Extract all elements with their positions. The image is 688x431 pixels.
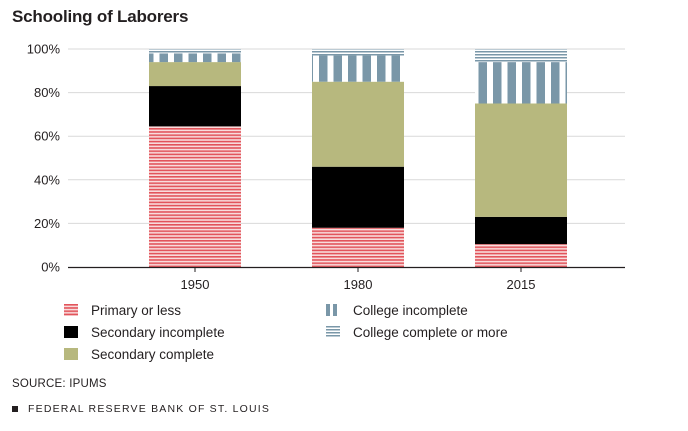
- bar-segment: [312, 166, 404, 228]
- footer-square-icon: [12, 406, 18, 412]
- x-tick-label: 1950: [181, 277, 210, 292]
- source-note: SOURCE: IPUMS: [12, 378, 107, 390]
- legend-swatch-college-incomplete: [326, 304, 340, 316]
- bar-segment: [475, 49, 567, 63]
- legend: Primary or less Secondary incomplete Sec…: [64, 300, 684, 370]
- y-tick-label: 0%: [41, 260, 60, 275]
- axes: 0% 20% 40% 60% 80% 100% 1950 1980 2015: [27, 42, 625, 292]
- legend-swatch-secondary-incomplete: [64, 326, 78, 338]
- chart-title: Schooling of Laborers: [12, 7, 189, 26]
- legend-label-secondary-complete: Secondary complete: [91, 346, 215, 362]
- footer-text: FEDERAL RESERVE BANK OF ST. LOUIS: [28, 403, 271, 415]
- legend-label-college-incomplete: College incomplete: [353, 302, 468, 318]
- x-tick-label: 1980: [344, 277, 373, 292]
- legend-label-college-complete: College complete or more: [353, 324, 508, 340]
- y-tick-label: 80%: [34, 85, 60, 100]
- y-tick-label: 20%: [34, 216, 60, 231]
- y-tick-label: 40%: [34, 172, 60, 187]
- bar-segment: [475, 216, 567, 245]
- legend-item-secondary-complete: Secondary complete: [64, 344, 214, 364]
- legend-item-secondary-incomplete: Secondary incomplete: [64, 322, 225, 342]
- bar-segment: [149, 49, 241, 54]
- bar-chart: 0% 20% 40% 60% 80% 100% 1950 1980 2015: [27, 42, 625, 292]
- legend-item-primary: Primary or less: [64, 300, 181, 320]
- legend-swatch-primary: [64, 304, 78, 316]
- bar-segment: [312, 49, 404, 56]
- bar-segment: [475, 244, 567, 267]
- bar-segment: [312, 55, 404, 82]
- bar-segment: [149, 126, 241, 267]
- bars: [149, 49, 567, 267]
- bar-segment: [149, 53, 241, 63]
- bar-segment: [475, 62, 567, 104]
- bar-segment: [475, 103, 567, 217]
- y-tick-label: 60%: [34, 129, 60, 144]
- bar-segment: [149, 86, 241, 127]
- legend-item-college-incomplete: College incomplete: [326, 300, 468, 320]
- legend-label-secondary-incomplete: Secondary incomplete: [91, 324, 225, 340]
- footer: FEDERAL RESERVE BANK OF ST. LOUIS: [12, 403, 270, 415]
- legend-swatch-college-complete: [326, 326, 340, 338]
- legend-swatch-secondary-complete: [64, 348, 78, 360]
- legend-item-college-complete: College complete or more: [326, 322, 508, 342]
- bar-segment: [312, 227, 404, 267]
- bar-segment: [312, 81, 404, 167]
- legend-label-primary: Primary or less: [91, 302, 182, 318]
- y-tick-label: 100%: [27, 42, 61, 57]
- x-tick-label: 2015: [507, 277, 536, 292]
- bar-segment: [149, 62, 241, 87]
